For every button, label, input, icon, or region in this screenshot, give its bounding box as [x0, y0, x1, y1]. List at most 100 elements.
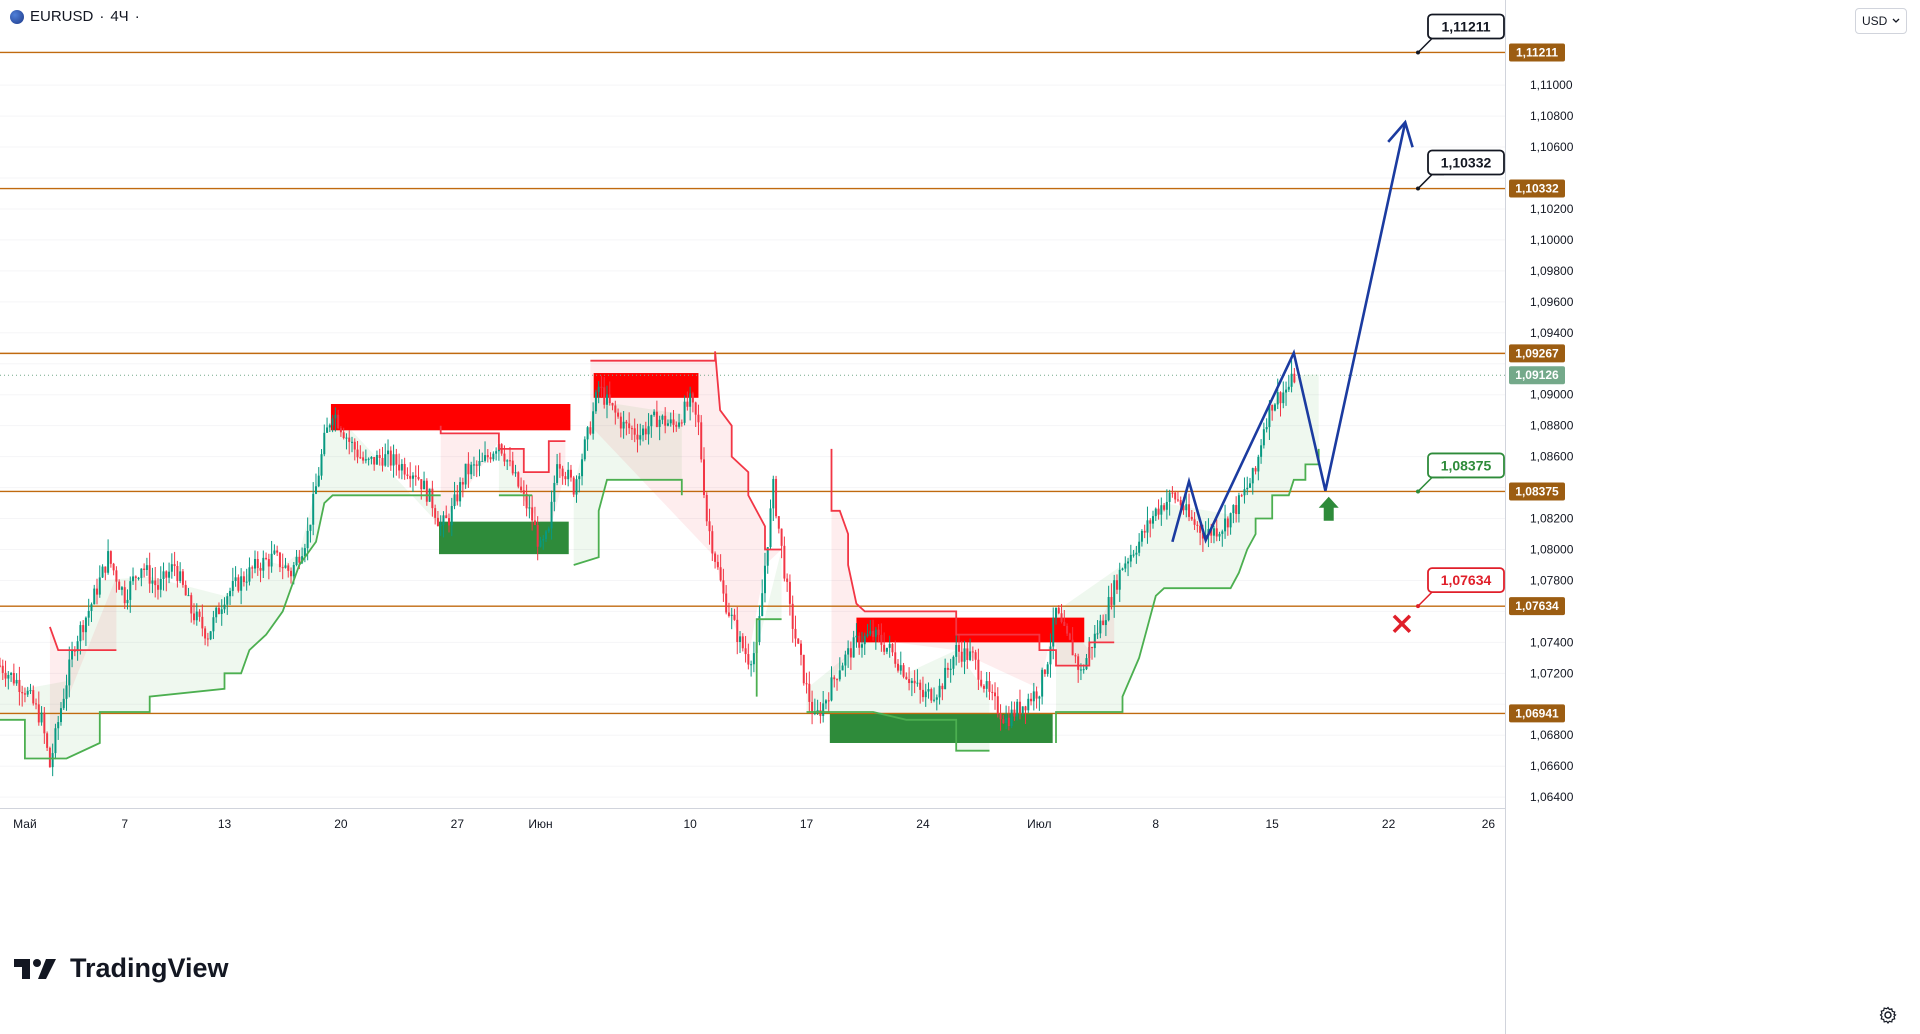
- supertrend-up-line: [755, 618, 782, 697]
- bearish-candle: [680, 422, 683, 424]
- bullish-candle: [1124, 563, 1127, 569]
- bearish-candle: [520, 486, 523, 491]
- bullish-candle: [542, 539, 545, 541]
- bearish-candle: [966, 648, 969, 660]
- bullish-candle: [1212, 528, 1215, 536]
- settings-button[interactable]: [1876, 1003, 1900, 1027]
- bearish-candle: [655, 411, 658, 427]
- bearish-candle: [508, 460, 511, 462]
- bullish-candle: [910, 680, 913, 684]
- bearish-candle: [201, 616, 204, 629]
- level-price-tag: [1509, 344, 1565, 363]
- bullish-candle: [98, 577, 101, 595]
- bearish-candle: [1102, 620, 1105, 626]
- bearish-candle: [880, 634, 883, 645]
- bearish-candle: [104, 566, 107, 573]
- bullish-candle: [464, 463, 467, 485]
- supertrend-up-line: [0, 494, 441, 760]
- bearish-candle: [1163, 505, 1166, 510]
- bearish-candle: [193, 613, 196, 621]
- currency-flag-icon: [10, 9, 24, 24]
- bullish-candle: [314, 486, 317, 494]
- supertrend-fills: [0, 351, 1319, 767]
- bullish-candle: [935, 697, 938, 700]
- symbol-header[interactable]: EURUSD · 4Ч ·: [10, 8, 140, 25]
- bearish-candle: [957, 645, 960, 652]
- forecast-arrowhead: [1387, 119, 1414, 148]
- price-tick-label: 1,10600: [1530, 140, 1574, 154]
- bullish-candle: [7, 674, 10, 679]
- bullish-candle: [129, 581, 132, 600]
- bearish-candle: [808, 683, 811, 702]
- tradingview-logo[interactable]: TradingView: [14, 953, 229, 984]
- supply-zone: [593, 373, 699, 398]
- bullish-candle: [1140, 530, 1143, 542]
- bearish-candle: [725, 593, 728, 613]
- bullish-candle: [253, 558, 256, 569]
- supertrend-up-line: [1055, 448, 1320, 743]
- bullish-candle: [320, 454, 323, 476]
- bearish-candle: [686, 401, 689, 407]
- bullish-candle: [772, 478, 775, 509]
- bullish-candle: [384, 454, 387, 466]
- bearish-candle: [353, 441, 356, 450]
- bearish-candle: [719, 567, 722, 581]
- bearish-candle: [722, 580, 725, 594]
- bullish-candle: [331, 418, 334, 426]
- supertrend-fill: [756, 549, 782, 697]
- bullish-candle: [1046, 664, 1049, 675]
- bullish-candle: [639, 435, 642, 440]
- bearish-candle: [406, 474, 409, 476]
- bearish-candle: [23, 693, 26, 695]
- supertrend-fill: [590, 351, 782, 658]
- bearish-candle: [589, 427, 592, 434]
- bearish-candle: [381, 457, 384, 466]
- bearish-candle: [389, 450, 392, 466]
- bearish-candle: [1068, 633, 1071, 640]
- bearish-candle: [348, 437, 351, 442]
- price-tick-label: 1,11000: [1530, 78, 1573, 92]
- bearish-candle: [775, 478, 778, 517]
- bearish-candle: [644, 428, 647, 435]
- bullish-candle: [969, 651, 972, 660]
- bullish-candle: [658, 419, 661, 427]
- bearish-candle: [786, 578, 789, 582]
- bullish-candle: [1262, 429, 1265, 446]
- bullish-candle: [1082, 669, 1085, 671]
- bearish-candle: [628, 423, 631, 429]
- bearish-candle: [46, 733, 49, 748]
- bullish-candle: [231, 581, 234, 591]
- bearish-candle: [780, 528, 783, 546]
- supertrend-fill: [573, 387, 682, 565]
- bearish-candle: [930, 689, 933, 701]
- price-tick-label: 1,08200: [1530, 512, 1574, 526]
- bullish-candle: [567, 469, 570, 480]
- bearish-candle: [1190, 516, 1193, 520]
- bullish-candle: [450, 506, 453, 526]
- bullish-candle: [1032, 691, 1035, 702]
- currency-selector[interactable]: USD: [1855, 8, 1907, 34]
- price-tick-label: 1,07800: [1530, 573, 1574, 587]
- bullish-candle: [459, 482, 462, 502]
- bullish-candle: [492, 453, 495, 460]
- bullish-candle: [758, 616, 761, 643]
- bullish-candle: [309, 524, 312, 531]
- bearish-candle: [21, 692, 24, 694]
- bearish-candle: [436, 517, 439, 527]
- bullish-candle: [752, 653, 755, 665]
- bearish-candle: [858, 635, 861, 648]
- callout-box: [1427, 149, 1505, 176]
- bullish-candle: [484, 455, 487, 461]
- level-price-text: 1,10332: [1515, 182, 1559, 196]
- bullish-candle: [84, 617, 87, 633]
- bullish-candle: [151, 580, 154, 584]
- bearish-candle: [1024, 706, 1027, 711]
- bearish-candle: [636, 434, 639, 440]
- bearish-candle: [1199, 525, 1202, 533]
- bullish-candle: [101, 566, 104, 578]
- bullish-candle: [597, 386, 600, 393]
- bullish-candle: [578, 476, 581, 480]
- bullish-candle: [306, 530, 309, 549]
- bearish-candle: [974, 652, 977, 660]
